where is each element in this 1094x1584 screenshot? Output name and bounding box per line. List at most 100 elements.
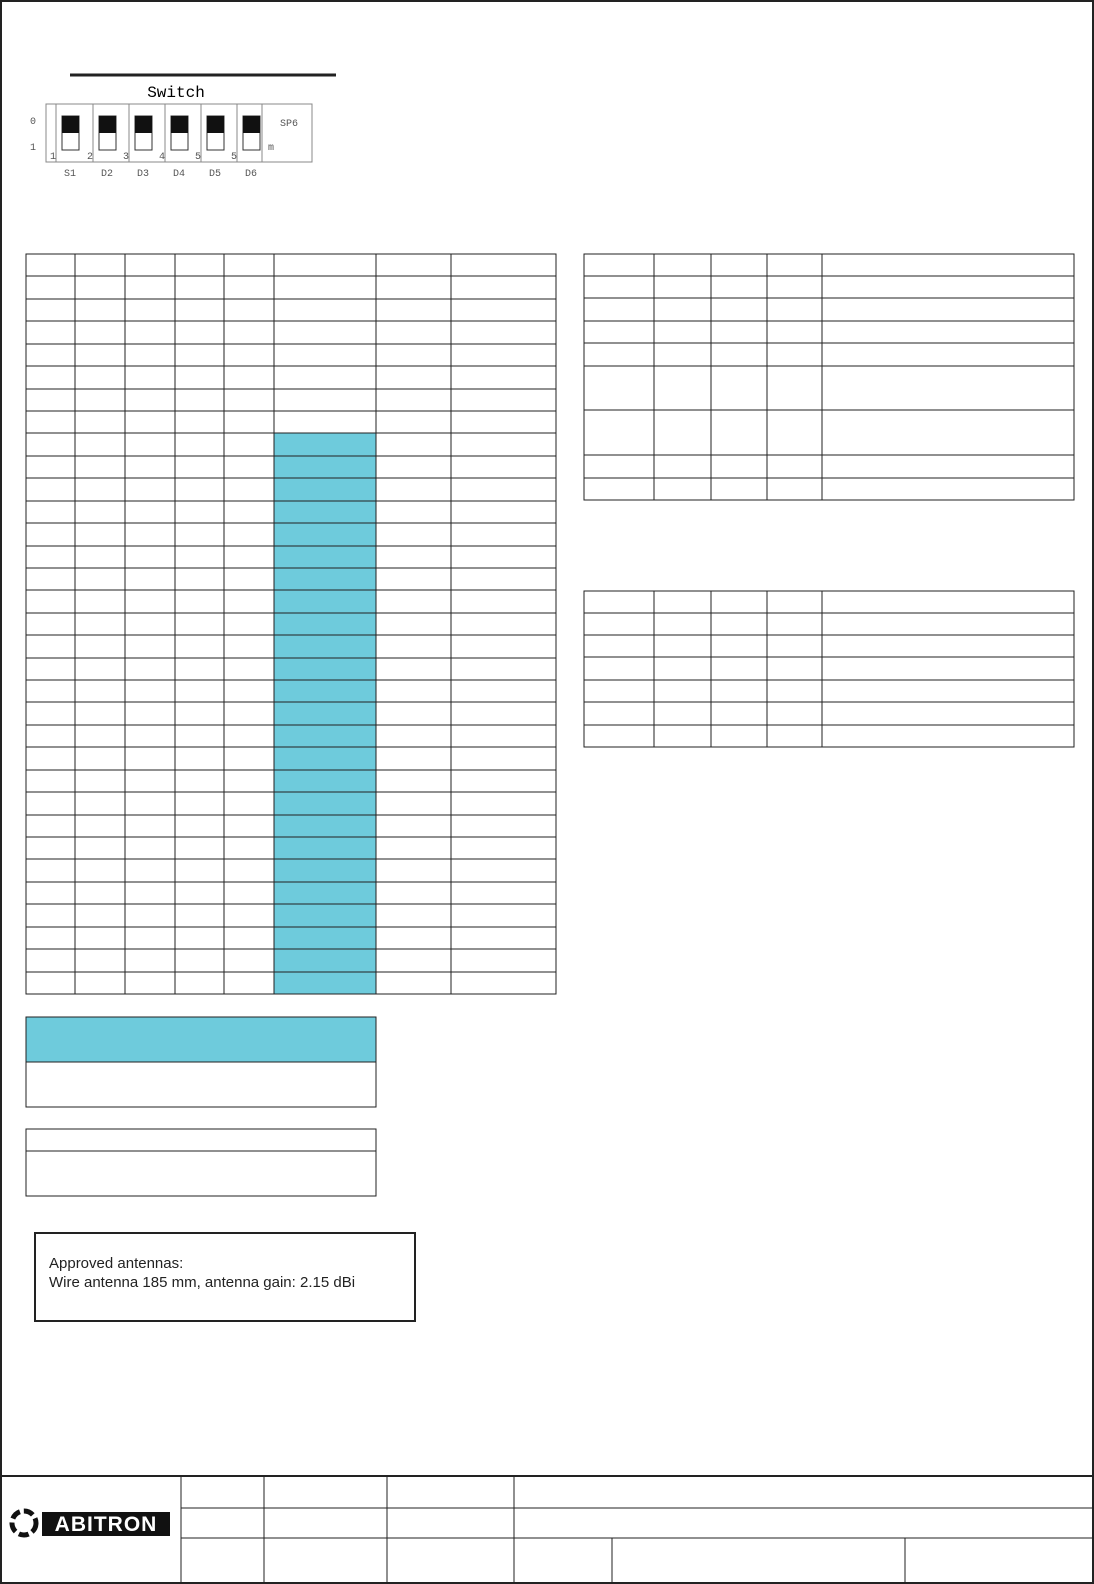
slot-knob [207,116,224,133]
table-cell [273,298,377,322]
table-cell [124,388,176,412]
table-cell [821,701,1075,726]
table-cell [821,612,1075,636]
table-cell [821,590,1075,614]
table-cell [375,634,452,659]
table-cell [375,971,452,995]
table-cell [450,971,557,995]
table-cell [653,454,712,479]
table-cell [174,477,225,502]
table-cell [74,365,126,390]
table-cell [174,679,225,703]
table-cell [174,657,225,681]
table-cell [273,634,377,659]
table-cell [25,903,76,928]
table-cell [25,769,76,793]
row-label: 1 [30,143,36,154]
table-cell [766,297,823,322]
table-cell [25,948,76,973]
table-cell [174,275,225,300]
table-cell [223,522,275,547]
table-cell [25,701,76,726]
table-cell [124,701,176,726]
table-cell [710,590,768,614]
table-cell [821,656,1075,681]
table-cell [375,926,452,950]
table-cell [273,500,377,524]
table-cell [375,365,452,390]
table-cell [375,701,452,726]
table-cell [583,679,655,703]
table-cell [710,365,768,411]
table-cell [124,836,176,860]
table-cell [25,432,76,457]
table-cell [74,589,126,614]
table-cell [74,926,126,950]
table-cell [375,903,452,928]
note-box [34,1232,416,1322]
table-cell [174,410,225,434]
table-cell [583,297,655,322]
note-text: Wire antenna 185 mm, antenna gain: 2.15 … [49,1274,355,1291]
switch-title: Switch [147,84,205,102]
table-cell [25,971,76,995]
table-cell [821,634,1075,658]
table-cell [821,477,1075,501]
table-cell [375,343,452,367]
slot-knob [62,116,79,133]
table-cell [583,701,655,726]
table-cell [174,791,225,816]
table-cell [653,612,712,636]
table-cell [25,589,76,614]
table-cell [710,320,768,344]
table-cell [223,410,275,434]
table-cell [25,634,76,659]
table-cell [273,388,377,412]
table-cell [710,454,768,479]
table-cell [450,545,557,569]
table-cell [174,634,225,659]
table-cell [450,500,557,524]
table-cell [653,275,712,299]
table-cell [710,679,768,703]
table-cell [375,388,452,412]
table-cell [450,432,557,457]
table-cell [450,724,557,748]
table-cell [25,253,76,277]
table-cell [375,724,452,748]
table-cell [174,814,225,838]
table-cell [223,814,275,838]
table-cell [174,320,225,345]
table-cell [25,1016,377,1063]
table-cell [375,589,452,614]
table-cell [273,657,377,681]
table-cell [25,567,76,591]
table-cell [74,432,126,457]
table-cell [124,948,176,973]
table-cell [74,724,126,748]
table-cell [124,612,176,636]
table-cell [74,836,126,860]
table-cell [174,926,225,950]
table-cell [74,634,126,659]
table-cell [450,701,557,726]
table-cell [223,455,275,479]
table-cell [124,769,176,793]
table-cell [375,432,452,457]
table-cell [74,769,126,793]
switch-number: 5 [195,152,201,163]
table-cell [74,612,126,636]
table-cell [273,769,377,793]
table-cell [124,858,176,883]
table-cell [583,634,655,658]
table-cell [124,500,176,524]
table-cell [273,275,377,300]
table-cell [25,679,76,703]
table-cell [375,746,452,771]
table-cell [223,275,275,300]
table-cell [74,881,126,905]
table-cell [583,320,655,344]
table-cell [653,656,712,681]
table-cell [25,746,76,771]
table-cell [653,342,712,367]
